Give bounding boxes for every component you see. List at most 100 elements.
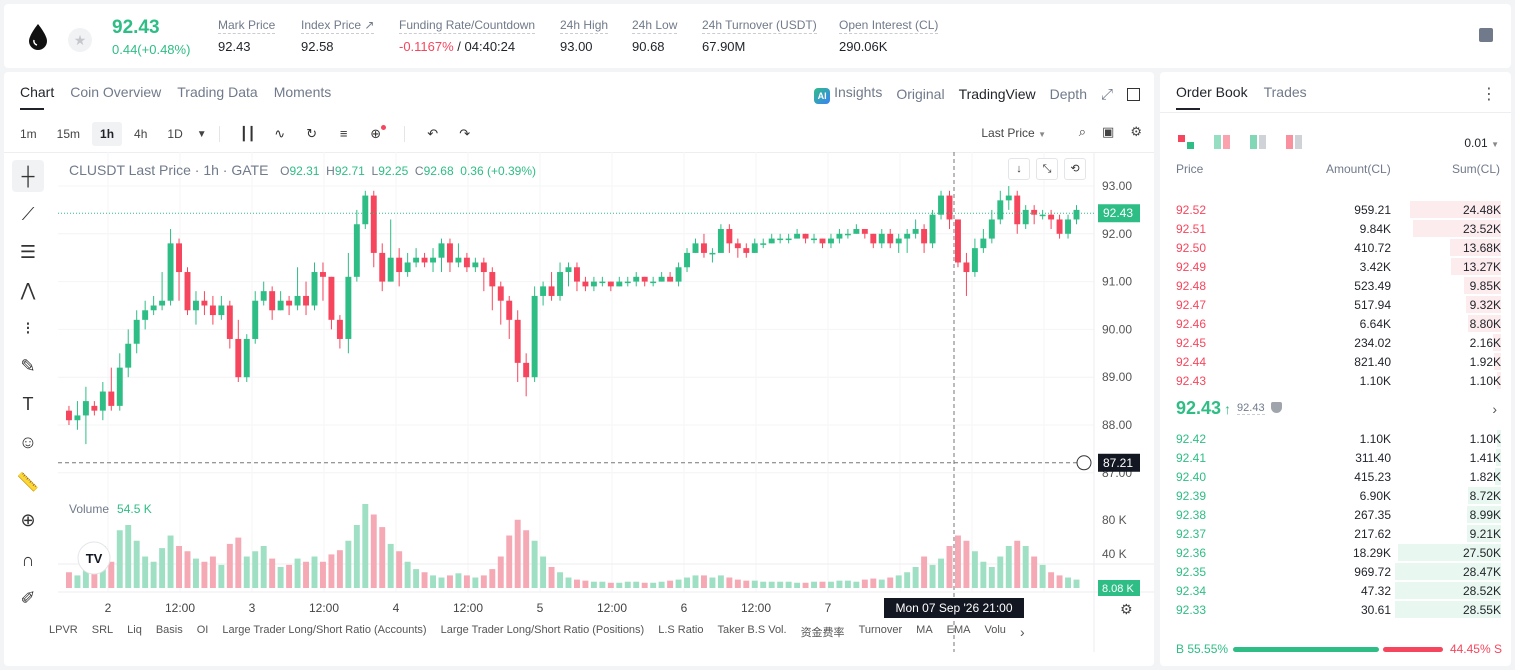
tab-order-book[interactable]: Order Book [1176,84,1248,110]
ask-row[interactable]: 92.52 959.21 24.48K [1160,200,1511,219]
scroll-down-icon[interactable]: ↓ [1008,158,1030,180]
horizontal-lines-tool-icon[interactable]: ☰ [19,241,37,262]
timeframe-1d[interactable]: 1D [167,127,183,141]
ask-row[interactable]: 92.50 410.72 13.68K [1160,238,1511,257]
candle-type-icon[interactable]: ┃┃ [239,126,256,141]
indicators-icon[interactable]: ∿ [274,126,286,141]
tab-chart[interactable]: Chart [20,84,54,110]
reset-icon[interactable]: ⟲ [1064,158,1086,180]
layout-split-icon[interactable] [1214,135,1230,149]
magnet-tool-icon[interactable]: ∩ [21,549,35,570]
collapse-icon[interactable]: ⤡ [1036,158,1058,180]
redo-icon[interactable]: ↷ [459,126,471,141]
bid-row[interactable]: 92.42 1.10K 1.10K [1160,429,1511,448]
timeframe-1h[interactable]: 1h [92,122,123,146]
bid-row[interactable]: 92.36 18.29K 27.50K [1160,543,1511,562]
bid-row[interactable]: 92.35 969.72 28.47K [1160,562,1511,581]
trendline-tool-icon[interactable]: ⟋ [21,203,35,224]
tab-coin-overview[interactable]: Coin Overview [70,84,162,100]
candle-body [988,219,995,239]
row-sum: 23.52K [1462,222,1501,236]
bid-row[interactable]: 92.33 30.61 28.55K [1160,600,1511,619]
indicator-item[interactable]: 资金费率 [800,627,845,639]
row-amount: 9.84K [1359,222,1391,236]
ask-row[interactable]: 92.47 517.94 9.32K [1160,295,1511,314]
templates-icon[interactable]: ≡ [339,126,348,141]
indicator-item[interactable]: SRL [91,624,114,636]
bid-row[interactable]: 92.39 6.90K 8.72K [1160,486,1511,505]
tab-insights[interactable]: AI Insights [814,84,882,104]
bid-row[interactable]: 92.34 47.32 28.52K [1160,581,1511,600]
tab-depth[interactable]: Depth [1049,86,1087,102]
volume-bar [252,551,259,588]
tab-tradingview[interactable]: TradingView [958,86,1036,102]
chevron-right-icon[interactable]: › [1019,624,1025,640]
tab-original[interactable]: Original [896,86,945,102]
chevron-right-icon[interactable]: › [1492,401,1497,417]
expand-icon[interactable]: ⤢ [1100,85,1113,103]
bid-row[interactable]: 92.40 415.23 1.82K [1160,467,1511,486]
search-icon[interactable]: ⌕ [1078,124,1087,139]
indicator-item[interactable]: L.S Ratio [658,624,704,636]
ask-row[interactable]: 92.48 523.49 9.85K [1160,276,1511,295]
book-icon[interactable] [1479,28,1493,42]
timeframe-15m[interactable]: 15m [56,127,81,141]
layout-asks-icon[interactable] [1286,135,1302,149]
indicator-item[interactable]: LPVR [49,624,78,636]
tab-moments[interactable]: Moments [273,84,332,100]
timeframe-1m[interactable]: 1m [20,127,37,141]
camera-icon[interactable]: ▣ [1102,124,1115,139]
ask-row[interactable]: 92.51 9.84K 23.52K [1160,219,1511,238]
volume-bar [777,581,784,588]
time-tick-label: 7 [825,601,832,615]
stat-index-price[interactable]: Index Price ↗ 92.58 [301,18,375,54]
ask-row[interactable]: 92.49 3.42K 13.27K [1160,257,1511,276]
zoom-in-tool-icon[interactable]: ⊕ [20,509,36,530]
price-source-select[interactable]: Last Price ▼ [981,126,1046,140]
refresh-icon[interactable]: ↻ [306,126,318,141]
crosshair-tool-icon[interactable]: ┼ [12,160,44,192]
indicator-item[interactable]: Basis [155,624,183,636]
ask-row[interactable]: 92.46 6.64K 8.80K [1160,314,1511,333]
indicator-item[interactable]: Liq [127,624,142,636]
timeframe-dropdown-icon[interactable]: ▼ [196,128,207,140]
layout-bids-icon[interactable] [1250,135,1266,149]
window-icon[interactable] [1127,87,1140,101]
brush-tool-icon[interactable]: ✎ [20,355,36,376]
indicator-item[interactable]: MA [916,624,933,636]
indicator-item[interactable]: Volu [984,624,1006,636]
indicator-item[interactable]: Large Trader Long/Short Ratio (Accounts) [222,624,427,636]
precision-select[interactable]: 0.01 ▼ [1464,136,1499,150]
pattern-tool-icon[interactable]: ⋀ [20,279,36,300]
layout-both-icon[interactable] [1178,135,1194,149]
bid-row[interactable]: 92.37 217.62 9.21K [1160,524,1511,543]
ask-row[interactable]: 92.45 234.02 2.16K [1160,333,1511,352]
bid-row[interactable]: 92.38 267.35 8.99K [1160,505,1511,524]
timeframe-4h[interactable]: 4h [134,127,148,141]
row-sum: 1.10K [1469,374,1501,388]
volume-bar [286,564,293,588]
indicator-item[interactable]: Large Trader Long/Short Ratio (Positions… [440,624,645,636]
ask-row[interactable]: 92.44 821.40 1.92K [1160,352,1511,371]
indicator-item[interactable]: OI [196,624,209,636]
add-indicator-icon[interactable]: ⊕ [368,125,386,141]
tab-trades[interactable]: Trades [1263,84,1307,100]
emoji-tool-icon[interactable]: ☺ [18,431,38,452]
text-tool-icon[interactable]: T [22,393,34,414]
indicator-item[interactable]: EMA [946,624,971,636]
volume-bar [125,525,132,588]
indicator-item[interactable]: Taker B.S Vol. [717,624,787,636]
indicator-item[interactable]: Turnover [858,624,903,636]
gear-icon[interactable]: ⚙ [1130,124,1142,139]
favorite-star-icon[interactable]: ★ [68,28,92,52]
fib-tool-icon[interactable]: ⁝ [25,317,31,338]
pencil-tool-icon[interactable]: ✐ [20,587,36,608]
ask-row[interactable]: 92.43 1.10K 1.10K [1160,371,1511,390]
bid-row[interactable]: 92.41 311.40 1.41K [1160,448,1511,467]
tab-trading-data[interactable]: Trading Data [177,84,258,100]
candle-body [667,276,674,282]
ruler-tool-icon[interactable]: 📏 [16,471,40,492]
more-icon[interactable]: ⋮ [1481,86,1497,103]
undo-icon[interactable]: ↶ [427,126,439,141]
